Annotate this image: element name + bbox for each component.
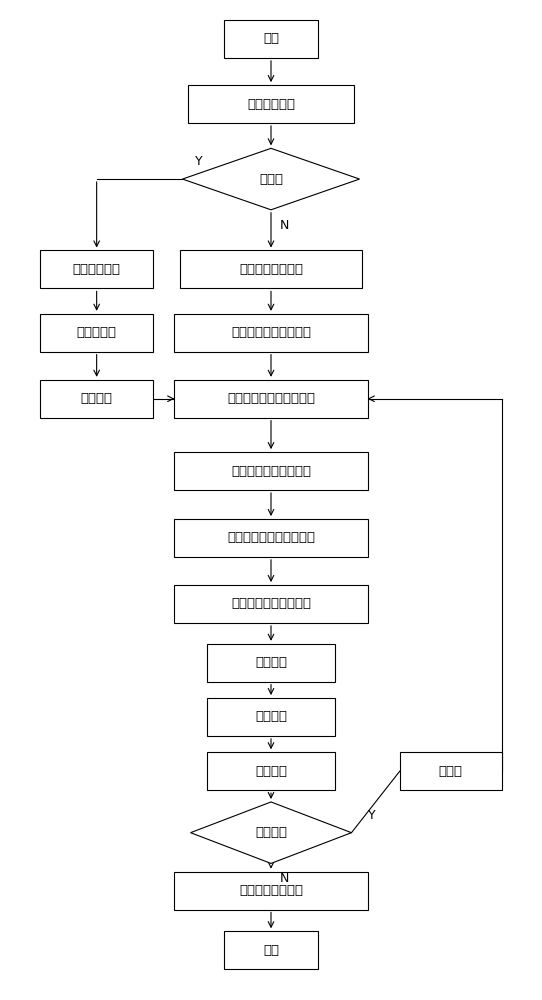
Text: 扫描解析系统描述文件: 扫描解析系统描述文件 [231,326,311,339]
Bar [180,250,362,288]
Bar [175,872,367,910]
Bar [175,585,367,623]
Text: 新建系统描述: 新建系统描述 [73,263,121,276]
Text: 观测点: 观测点 [438,765,463,778]
Text: 结束: 结束 [263,944,279,957]
Bar [400,752,502,790]
Text: 编码器建模: 编码器建模 [76,326,117,339]
Bar [207,644,335,682]
Text: 打开系统描述: 打开系统描述 [247,98,295,111]
Text: 鉴别诊断: 鉴别诊断 [255,826,287,839]
Polygon shape [191,802,351,863]
Text: N: N [280,872,289,885]
Bar [224,931,318,969]
Text: Y: Y [195,155,202,168]
Text: 保存文件: 保存文件 [81,392,113,405]
Bar [40,250,153,288]
Text: 应用观测值和系统输入: 应用观测值和系统输入 [231,597,311,610]
Bar [224,20,318,58]
Text: 开始: 开始 [263,32,279,45]
Text: 故障定位: 故障定位 [255,765,287,778]
Text: 读取系统配置参数: 读取系统配置参数 [239,263,303,276]
Bar [175,452,367,490]
Text: N: N [280,219,289,232]
Text: 构造与发送诊断命令帧: 构造与发送诊断命令帧 [231,465,311,478]
Text: 冲突识别: 冲突识别 [255,656,287,669]
Bar [175,314,367,352]
Bar [40,380,153,418]
Text: 不存在: 不存在 [259,173,283,186]
Text: Y: Y [367,809,375,822]
Bar [40,314,153,352]
Bar [207,698,335,736]
Bar [188,85,354,123]
Text: 建立与被测编码器的连接: 建立与被测编码器的连接 [227,392,315,405]
Text: 汇总生成诊断报告: 汇总生成诊断报告 [239,884,303,897]
Bar [175,380,367,418]
Text: 获得编码器运行状态数据: 获得编码器运行状态数据 [227,531,315,544]
Text: 诊断求解: 诊断求解 [255,710,287,723]
Bar [175,519,367,557]
Bar [207,752,335,790]
Polygon shape [183,148,359,210]
